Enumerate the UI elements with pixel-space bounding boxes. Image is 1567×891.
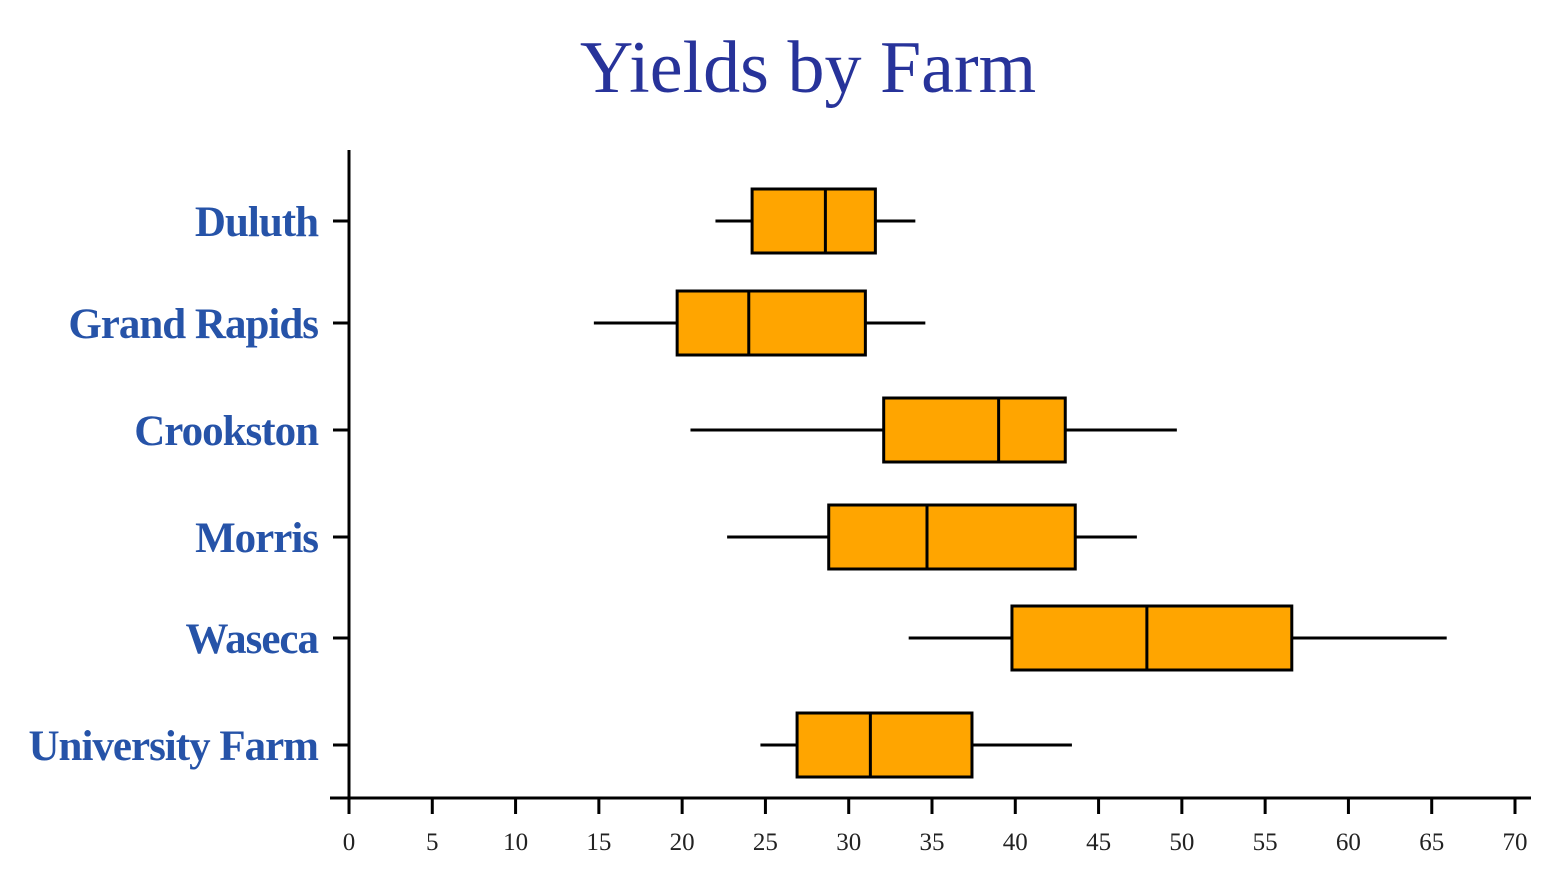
box-iqr [1010,604,1294,672]
box-plot-grand-rapids [593,289,926,357]
x-tick-label: 10 [503,829,528,856]
category-label: Grand Rapids [68,301,318,348]
x-tick-label: 50 [1169,829,1194,856]
box-iqr [750,187,877,255]
category-label: Crookston [134,408,319,455]
x-tick-label: 30 [836,829,861,856]
box-iqr [827,503,1077,571]
x-tick-label: 20 [670,829,695,856]
box-plot-crookston [690,396,1177,464]
category-label: Duluth [195,199,319,246]
x-tick-label: 40 [1003,829,1028,856]
x-tick-label: 25 [753,829,778,856]
box-iqr [882,396,1067,464]
box-plot-waseca [908,604,1447,672]
x-tick-label: 15 [586,829,611,856]
x-tick-label: 35 [920,829,945,856]
box-iqr [675,289,867,357]
box-plots [593,187,1447,779]
category-labels: Duluth Grand Rapids Crookston Morris Waseca U… [28,199,320,770]
box-plot-morris [727,503,1137,571]
chart-title: Yields by Farm [580,27,1036,109]
x-tick-label: 60 [1336,829,1361,856]
category-label: Morris [195,515,318,562]
x-tick-label: 55 [1253,829,1278,856]
axes: 0 5 10 15 20 25 30 35 40 45 50 55 60 65 70 [330,150,1531,856]
x-tick-label: 5 [426,829,439,856]
x-tick-label: 70 [1503,829,1528,856]
x-tick-label: 0 [343,829,356,856]
box-plot-duluth [715,187,916,255]
box-iqr [795,711,974,779]
box-plot-university-farm [760,711,1072,779]
x-tick-label: 65 [1419,829,1444,856]
category-label: Waseca [185,616,318,663]
x-tick-label: 45 [1086,829,1111,856]
category-label: University Farm [28,723,319,770]
